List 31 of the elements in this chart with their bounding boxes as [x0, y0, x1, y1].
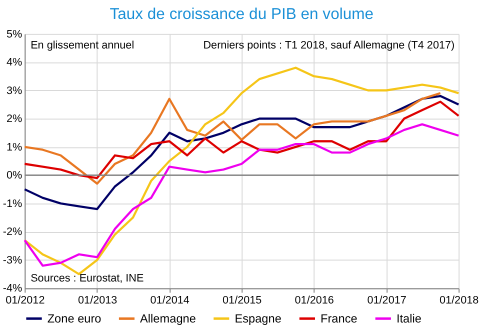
legend-label: Espagne [234, 312, 282, 326]
annotation: Sources : Eurostat, INE [30, 272, 144, 284]
y-tick-label: 0% [6, 170, 23, 182]
y-tick-label: 5% [6, 28, 23, 40]
legend-label: Allemagne [140, 312, 196, 326]
x-tick-label: 01/2012 [6, 294, 45, 307]
x-tick-label: 01/2017 [367, 294, 406, 307]
y-tick-label: 3% [6, 84, 23, 97]
y-tick-label: -4% [2, 282, 23, 295]
line-series [24, 66, 460, 276]
y-tick-label: -1% [2, 198, 23, 210]
y-tick-label: 4% [6, 56, 23, 69]
y-tick-label: 1% [6, 141, 23, 154]
x-tick-label: 01/2014 [150, 294, 190, 307]
line-series [24, 123, 460, 267]
y-tick-label: 2% [6, 113, 23, 126]
annotation: En glissement annuel [30, 40, 134, 52]
x-tick-label: 01/2018 [439, 294, 479, 307]
annotation: Derniers points : T1 2018, sauf Allemagne (T4 2017) [203, 40, 455, 52]
x-tick-label: 01/2013 [78, 294, 118, 307]
line-series [24, 100, 460, 180]
y-tick-label: -3% [2, 254, 23, 266]
y-tick-label: -2% [2, 226, 23, 238]
line-series [24, 94, 460, 210]
x-tick-label: 01/2016 [294, 294, 334, 307]
x-tick-label: 01/2015 [222, 294, 262, 307]
line-series [24, 92, 442, 185]
legend-label: Italie [396, 312, 422, 326]
chart-title: Taux de croissance du PIB en volume [110, 6, 374, 24]
legend-label: France [320, 312, 358, 326]
legend-label: Zone euro [47, 312, 102, 326]
